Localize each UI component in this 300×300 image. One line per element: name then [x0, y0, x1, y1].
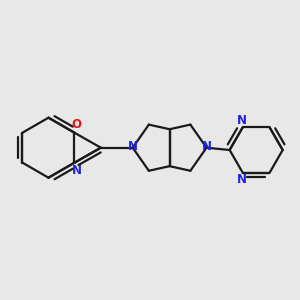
Text: N: N — [128, 140, 138, 153]
Text: N: N — [237, 114, 247, 127]
Text: N: N — [72, 164, 82, 177]
Text: N: N — [202, 140, 212, 153]
Text: N: N — [237, 173, 247, 186]
Text: O: O — [72, 118, 82, 131]
